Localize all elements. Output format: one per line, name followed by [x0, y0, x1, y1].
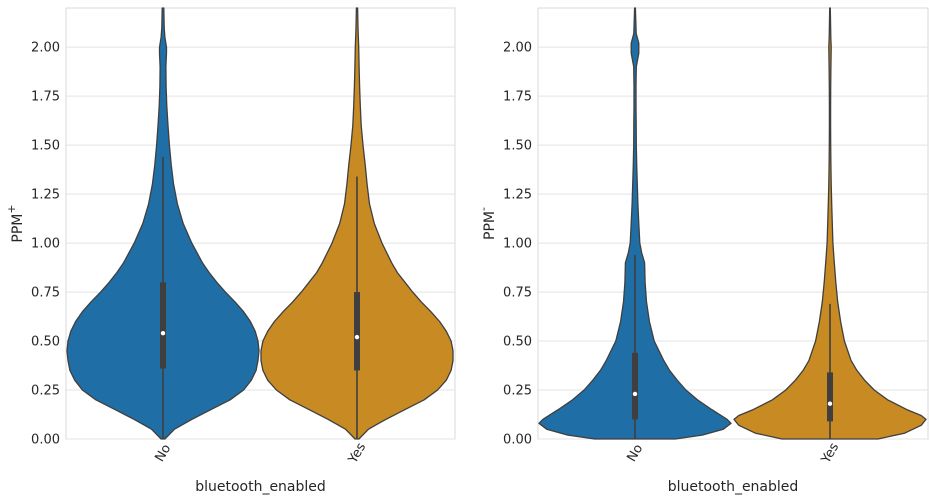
x-tick-label: Yes: [818, 440, 842, 467]
median-marker: [632, 391, 638, 397]
y-tick-label: 0.75: [31, 286, 60, 301]
y-axis-label-text: PPM: [482, 211, 498, 240]
y-axis-label-superscript: +: [5, 204, 18, 213]
y-tick-label: 0.25: [31, 384, 60, 399]
y-tick-label: 2.00: [31, 41, 60, 56]
y-tick-label: 1.50: [503, 139, 532, 154]
y-axis-label-text: PPM: [10, 214, 26, 243]
iqr-box: [354, 292, 360, 371]
x-axis-label: bluetooth_enabled: [668, 479, 799, 495]
plot-area: [537, 7, 929, 440]
y-tick-label: 1.75: [31, 90, 60, 105]
y-tick-label: 0.50: [503, 335, 532, 350]
y-tick-label: 0.50: [31, 335, 60, 350]
right-violin-panel: 0.00 0.25 0.50 0.75 1.00 1.25 1.50 1.75 2.00 No Ye…: [477, 7, 929, 495]
y-tick-label: 0.00: [31, 433, 60, 448]
y-tick-label: 0.75: [503, 286, 532, 301]
x-axis-label: bluetooth_enabled: [195, 479, 326, 495]
x-tick-label: No: [153, 442, 175, 465]
violin-yes: [733, 7, 927, 440]
x-tick-label: Yes: [345, 440, 369, 467]
y-tick-label: 1.25: [31, 188, 60, 203]
left-violin-panel: 0.00 0.25 0.50 0.75 1.00 1.25 1.50 1.75 2.00 No Ye…: [5, 7, 456, 495]
median-marker: [827, 401, 833, 406]
y-axis-label: PPM-: [477, 207, 498, 240]
y-tick-label: 1.25: [503, 188, 532, 203]
median-marker: [160, 331, 166, 336]
iqr-box: [160, 282, 166, 369]
y-axis-label-superscript: -: [477, 207, 490, 211]
y-axis-label: PPM+: [5, 204, 26, 242]
x-tick-label: No: [625, 442, 647, 465]
y-tick-label: 1.00: [31, 237, 60, 252]
median-marker: [354, 334, 360, 340]
y-tick-label: 1.00: [503, 237, 532, 252]
iqr-box: [632, 352, 638, 420]
y-tick-label: 2.00: [503, 41, 532, 56]
y-tick-label: 1.50: [31, 139, 60, 154]
violin-no: [538, 7, 732, 440]
y-tick-label: 1.75: [503, 90, 532, 105]
y-tick-label: 0.00: [503, 433, 532, 448]
y-tick-label: 0.25: [503, 384, 532, 399]
iqr-box: [827, 372, 833, 422]
